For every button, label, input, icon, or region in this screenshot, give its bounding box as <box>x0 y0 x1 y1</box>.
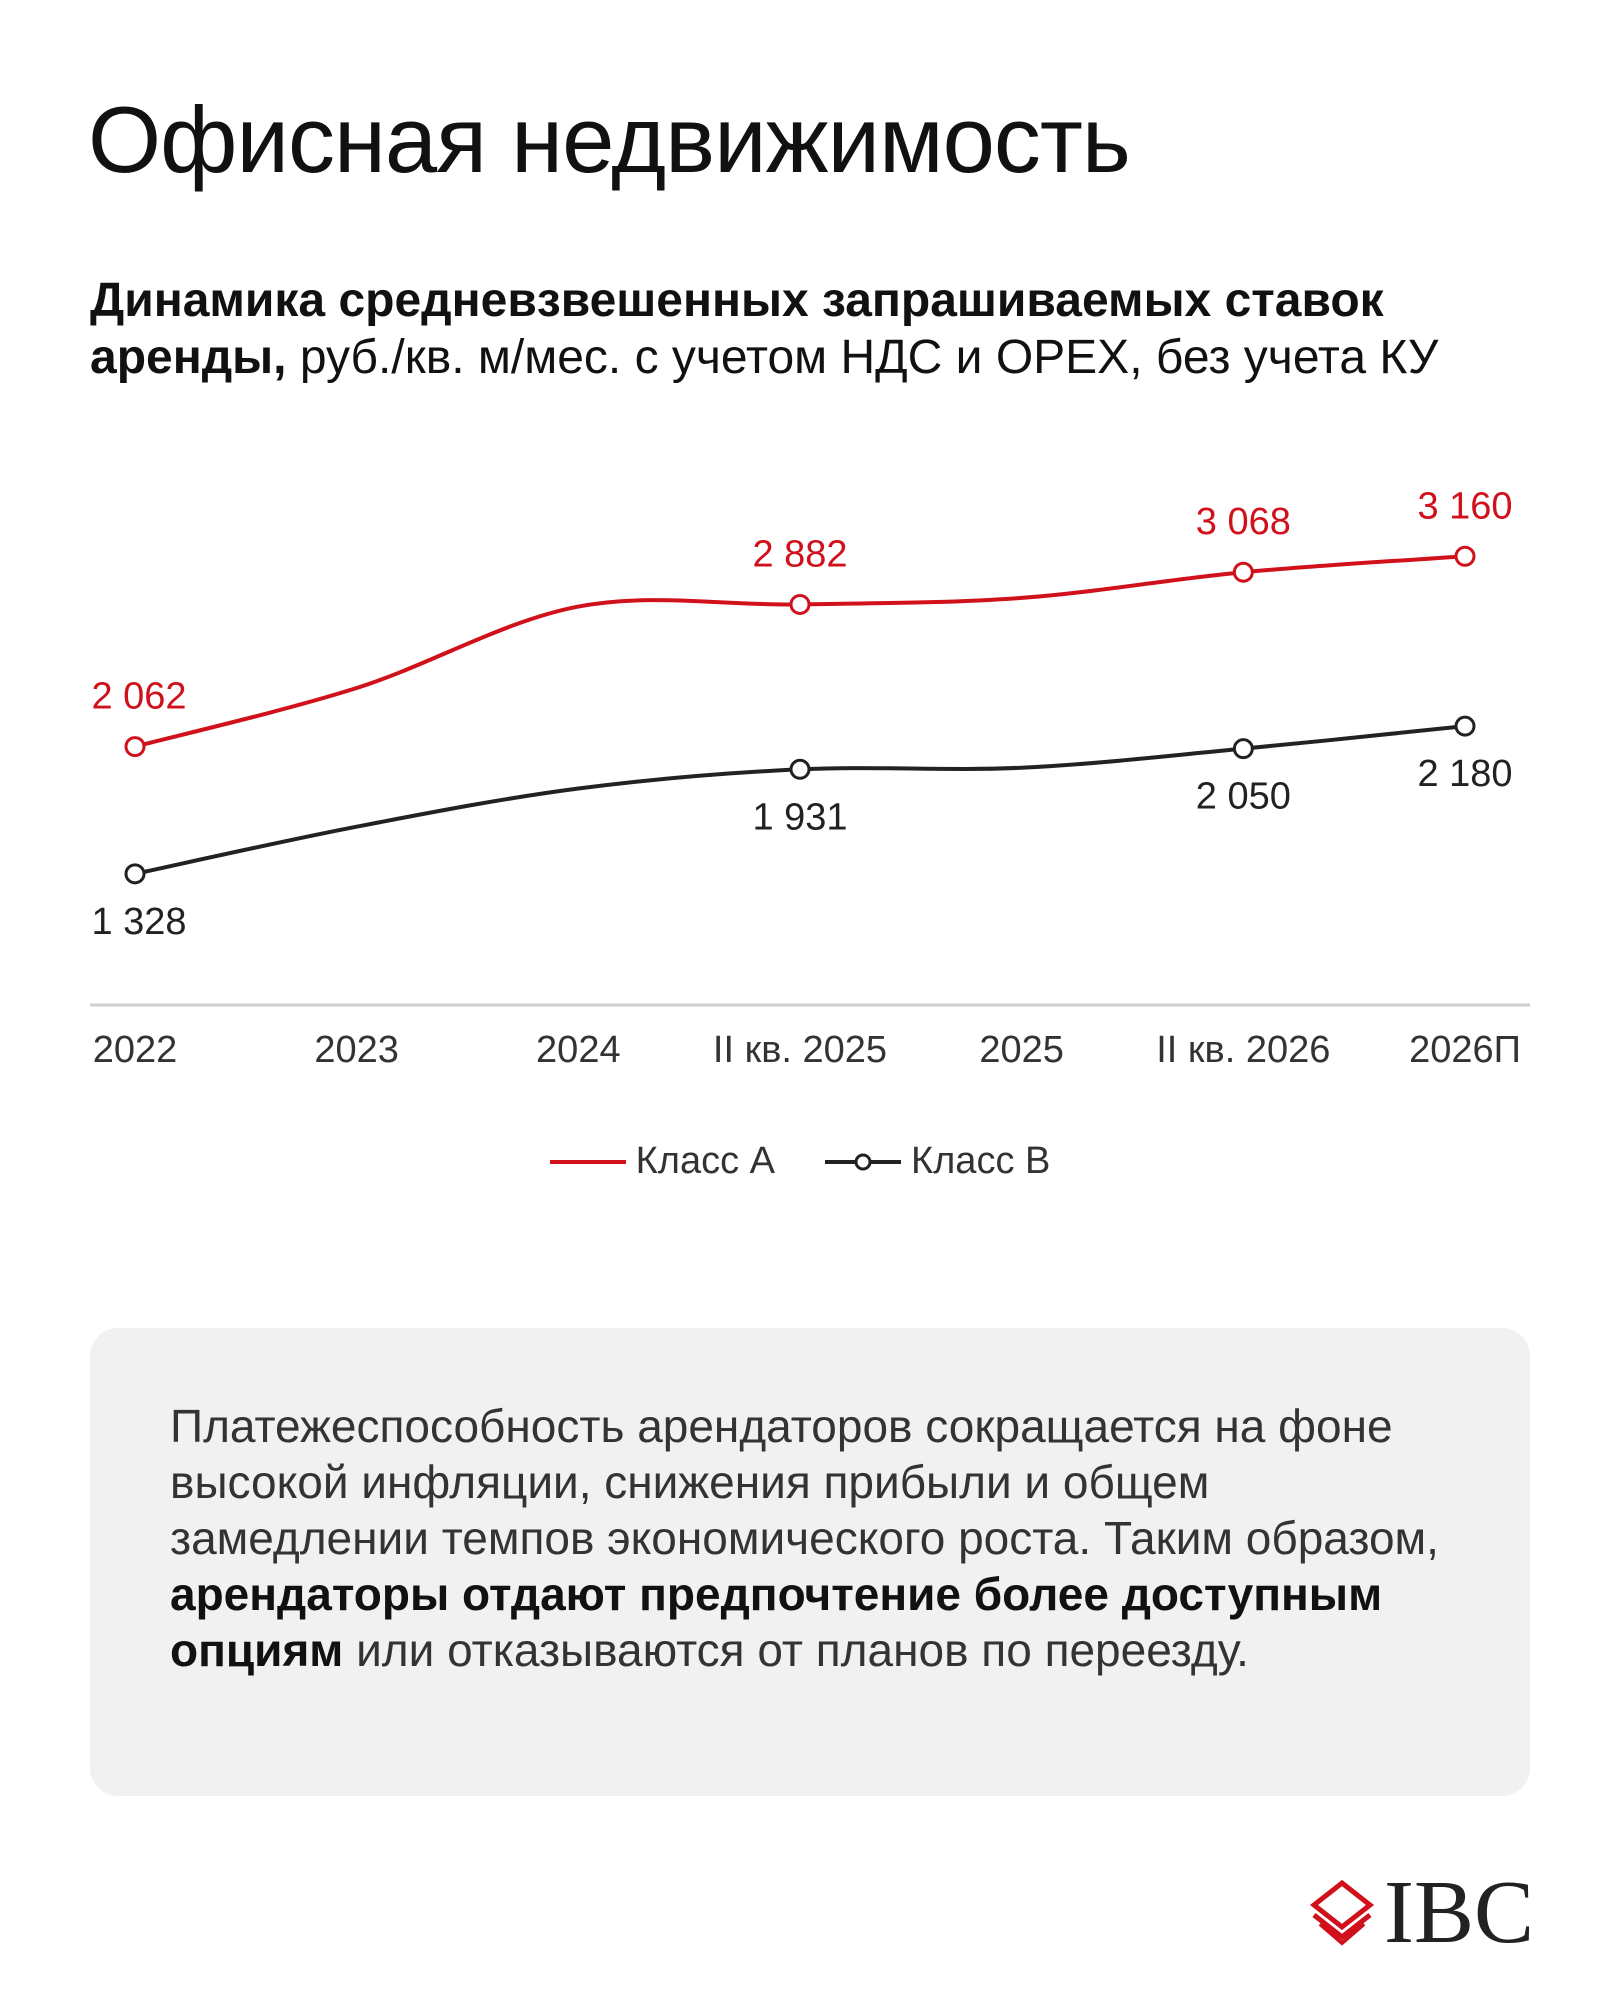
data-point <box>124 736 146 758</box>
legend-label-class-b: Класс В <box>911 1140 1051 1182</box>
legend-swatch-class-b <box>825 1153 901 1170</box>
series-line-class-a <box>134 554 1466 749</box>
data-point <box>1454 545 1476 567</box>
data-point <box>124 863 146 885</box>
data-label: 3 068 <box>1196 501 1291 543</box>
data-label: 3 160 <box>1417 485 1512 527</box>
legend-item-class-b: Класс В <box>825 1140 1050 1183</box>
data-label: 1 328 <box>91 901 186 943</box>
data-label: 2 050 <box>1196 776 1291 818</box>
note-text-bold: арендаторы отдают предпочтение более дос… <box>170 1568 1383 1676</box>
note-text: Платежеспособность арендаторов сокращает… <box>170 1398 1450 1678</box>
x-tick-label: 2025 <box>979 1029 1064 1071</box>
page-title: Офисная недвижимость <box>88 87 1131 192</box>
ibc-diamond-logo-icon <box>1309 1879 1375 1946</box>
legend-swatch-class-a <box>549 1159 626 1164</box>
legend-item-class-a: Класс А <box>549 1140 775 1183</box>
legend-label-class-a: Класс А <box>635 1140 775 1182</box>
data-label: 2 062 <box>91 676 186 718</box>
data-point <box>789 758 811 780</box>
line-chart: 2022 2023 2024 II кв. 2025 2025 II кв. 2026 20… <box>90 485 1530 1071</box>
x-tick-label: 2024 <box>536 1029 621 1071</box>
chart-legend: Класс А Класс В <box>0 1140 1600 1183</box>
x-tick-label: 2022 <box>93 1029 178 1071</box>
data-label: 2 180 <box>1417 753 1512 795</box>
x-tick-label: 2023 <box>314 1029 399 1071</box>
data-label: 1 931 <box>752 796 847 838</box>
ibc-logo: IBC <box>1308 1868 1534 1958</box>
chart-heading-bold: Динамика средневзвешенных запрашиваемых … <box>90 274 1384 384</box>
chart-heading-units: руб./кв. м/мес. с учетом НДС и OPEX, без… <box>286 331 1439 384</box>
data-point <box>1232 561 1254 583</box>
x-tick-label: 2026П <box>1409 1029 1521 1071</box>
data-point <box>789 593 811 615</box>
data-label: 2 882 <box>752 533 847 575</box>
note-text-part2: или отказываются от планов по переезду. <box>343 1624 1249 1676</box>
chart-heading: Динамика средневзвешенных запрашиваемых … <box>90 272 1530 386</box>
x-tick-label: II кв. 2026 <box>1156 1029 1330 1071</box>
note-text-part1: Платежеспособность арендаторов сокращает… <box>170 1400 1439 1564</box>
data-point <box>1454 715 1476 737</box>
logo-text: IBC <box>1383 1863 1534 1962</box>
x-tick-label: II кв. 2025 <box>713 1029 887 1071</box>
data-point <box>1232 738 1254 760</box>
note-box: Платежеспособность арендаторов сокращает… <box>90 1328 1530 1796</box>
